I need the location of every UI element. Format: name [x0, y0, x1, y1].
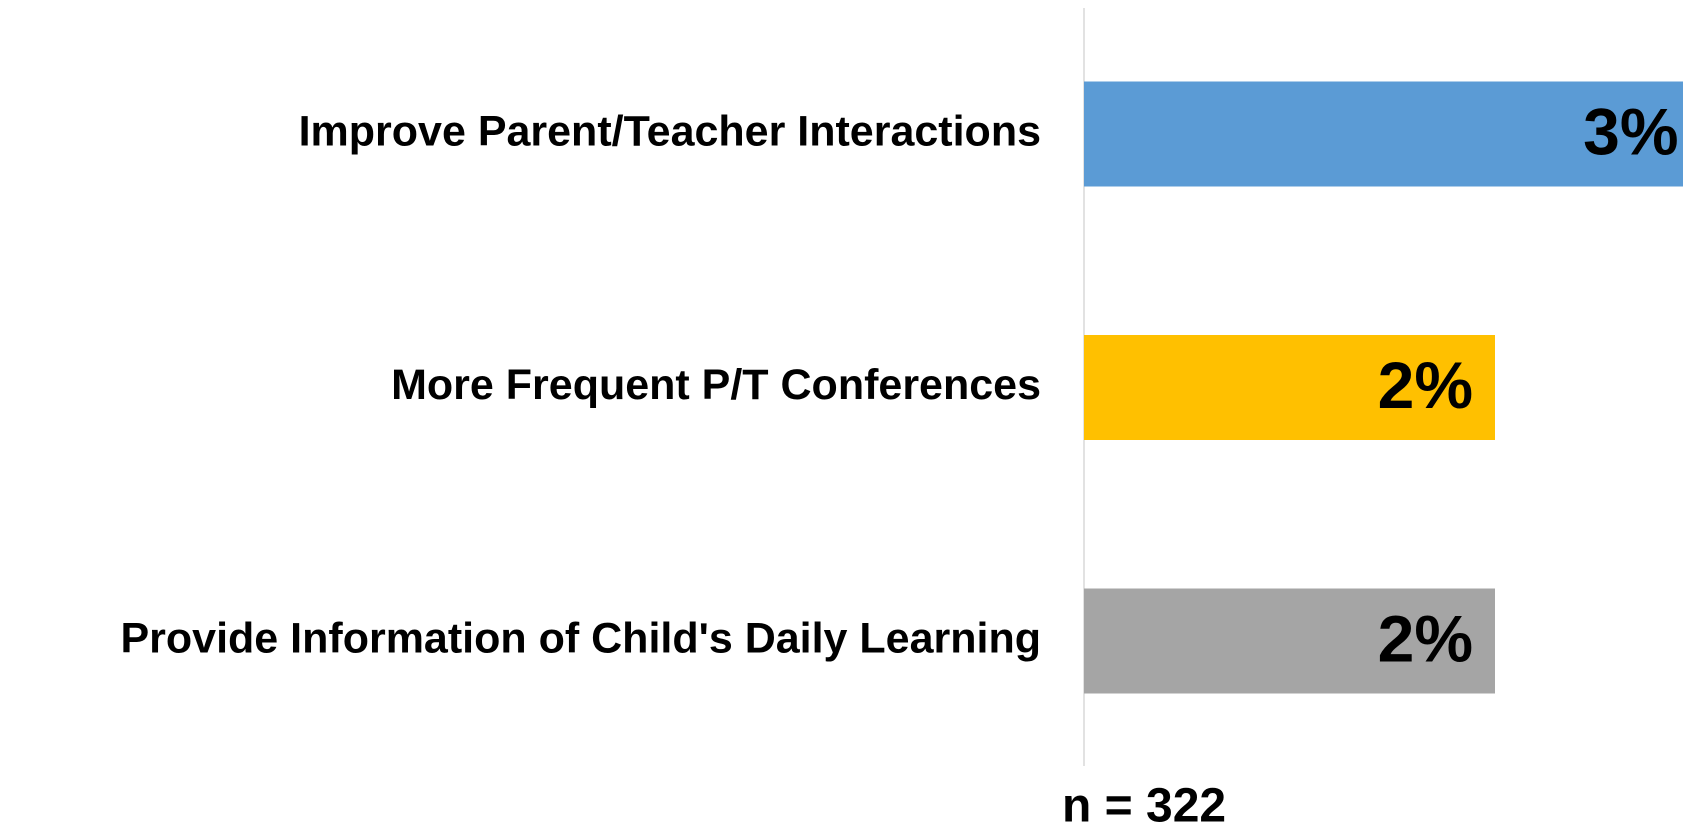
- annotation: n = 322: [1062, 780, 1226, 831]
- category-label: More Frequent P/T Conferences: [391, 361, 1041, 409]
- value-label: 3%: [1583, 94, 1678, 168]
- bar: [1084, 588, 1495, 694]
- bar: [1084, 335, 1495, 440]
- category-label: Improve Parent/Teacher Interactions: [299, 107, 1041, 155]
- category-label: Provide Information of Child's Daily Lea…: [121, 614, 1042, 662]
- value-label: 2%: [1378, 601, 1473, 675]
- value-label: 2%: [1378, 348, 1473, 422]
- bar: [1084, 81, 1683, 187]
